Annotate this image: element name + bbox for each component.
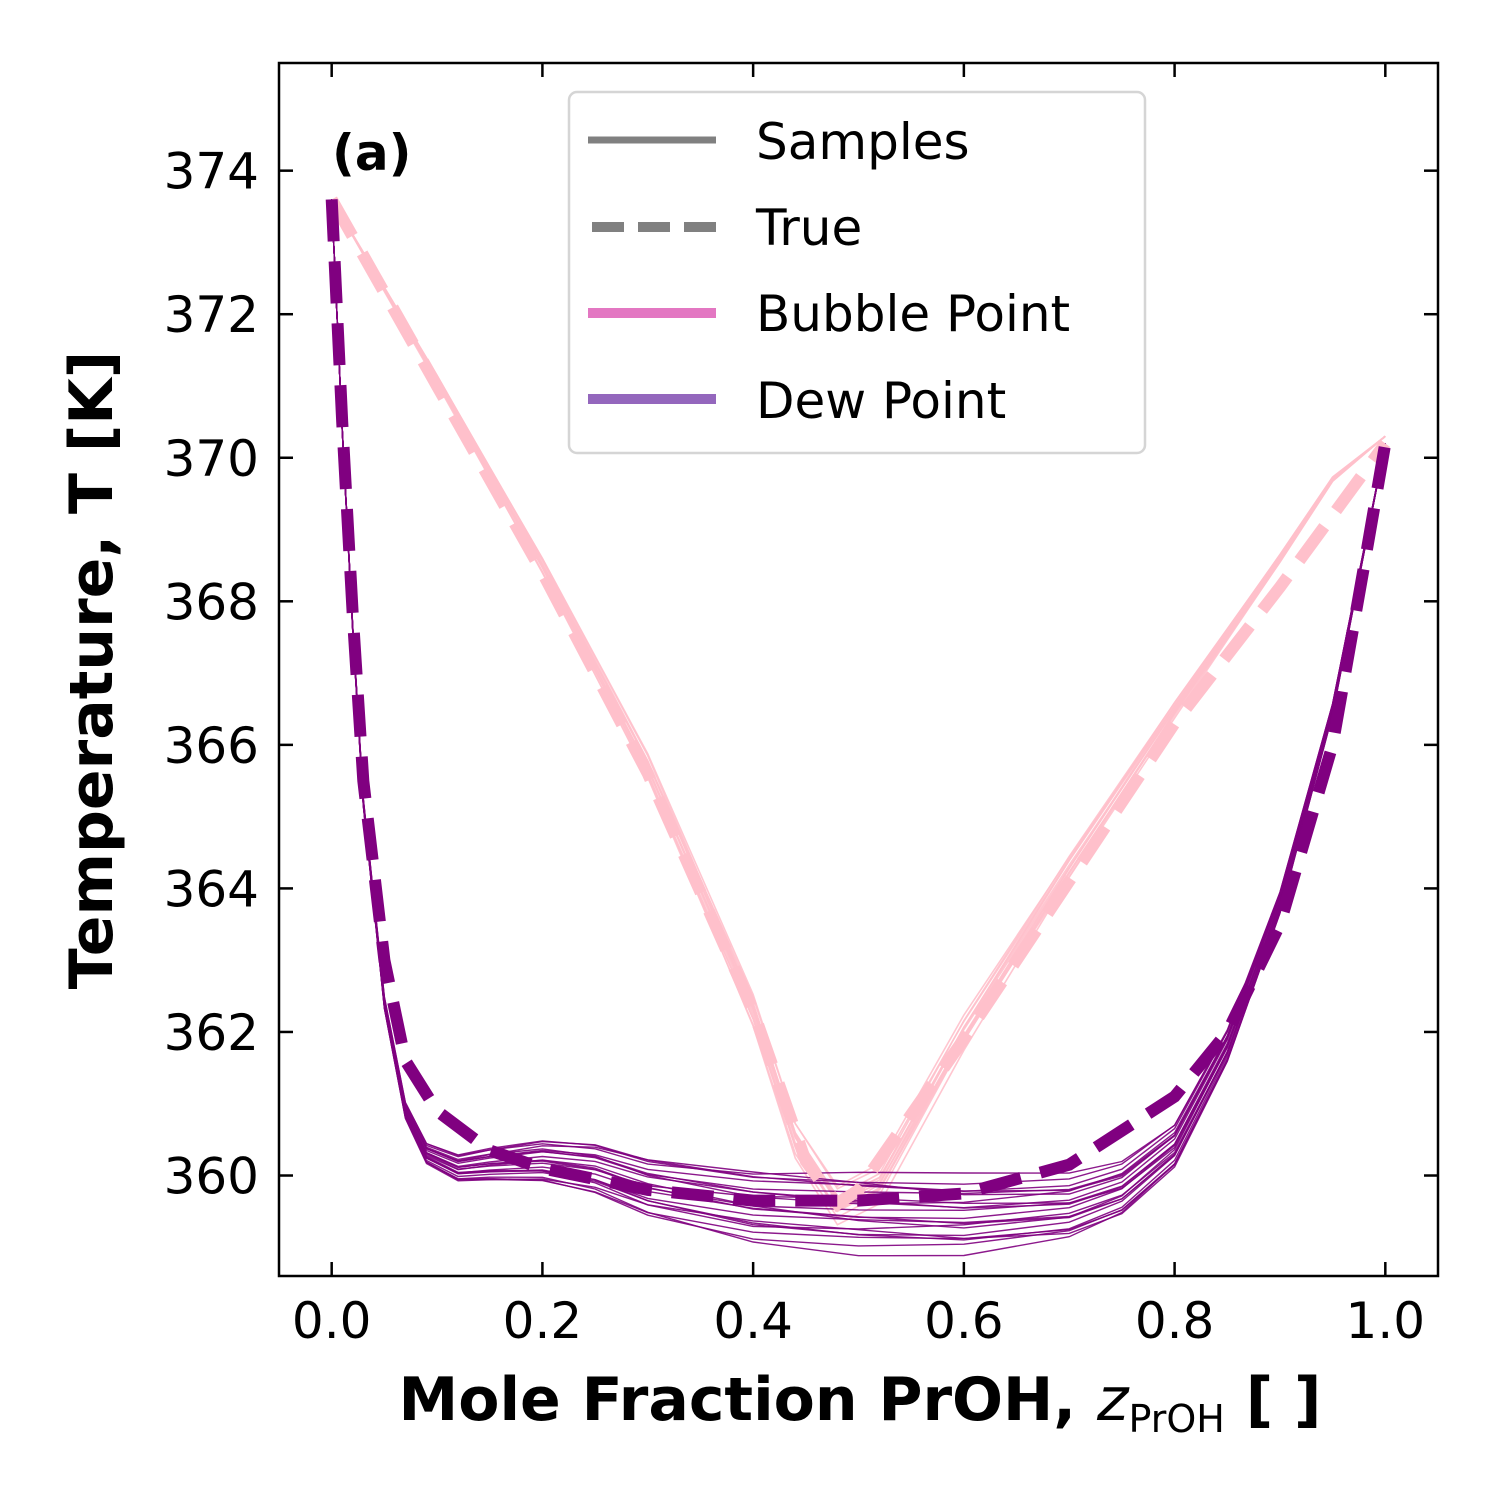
legend-frame xyxy=(567,90,1147,455)
legend-label-bubble-point: Bubble Point xyxy=(756,285,1070,343)
y-tick-label: 374 xyxy=(164,143,259,201)
y-axis-title: Temperature, T [K] xyxy=(57,351,127,989)
ticks-layer: 0.0 0.2 0.4 0.6 0.8 1.0 360 362 364 366 368 370 372 3… xyxy=(164,63,1438,1350)
x-axis-title-sub: PrOH xyxy=(1128,1397,1224,1441)
x-tick-label: 1.0 xyxy=(1346,1292,1426,1350)
x-tick-label: 0.4 xyxy=(713,1292,793,1350)
y-tick-label: 360 xyxy=(164,1148,259,1206)
y-tick-label: 366 xyxy=(164,717,259,775)
x-tick-label: 0.0 xyxy=(292,1292,372,1350)
x-tick-label: 0.8 xyxy=(1135,1292,1215,1350)
x-tick-label: 0.6 xyxy=(924,1292,1004,1350)
plot-frame xyxy=(277,61,1440,1278)
y-tick-label: 372 xyxy=(164,286,259,344)
x-axis-title-prefix: Mole Fraction PrOH, xyxy=(399,1365,1097,1435)
bubble-sample-line xyxy=(331,198,1386,1190)
panel-label: (a) xyxy=(332,124,411,182)
series-layer xyxy=(325,196,1392,1257)
true-bubble-point-line xyxy=(326,196,1391,1213)
y-tick-label: 362 xyxy=(164,1004,259,1062)
legend-label-samples: Samples xyxy=(756,113,970,171)
x-axis-title-suffix: [ ] xyxy=(1225,1365,1322,1435)
y-tick-label: 368 xyxy=(164,573,259,631)
x-axis-title-var: z xyxy=(1096,1365,1130,1435)
x-tick-label: 0.2 xyxy=(503,1292,583,1350)
y-tick-label: 364 xyxy=(164,860,259,918)
legend-label-dew-point: Dew Point xyxy=(756,372,1006,430)
true-dew-point-line xyxy=(325,199,1392,1207)
legend: Samples True Bubble Point Dew Point xyxy=(567,90,1147,455)
y-tick-label: 370 xyxy=(164,430,259,488)
legend-label-true: True xyxy=(755,199,862,257)
x-axis-title: Mole Fraction PrOH, zPrOH [ ] xyxy=(399,1365,1322,1441)
